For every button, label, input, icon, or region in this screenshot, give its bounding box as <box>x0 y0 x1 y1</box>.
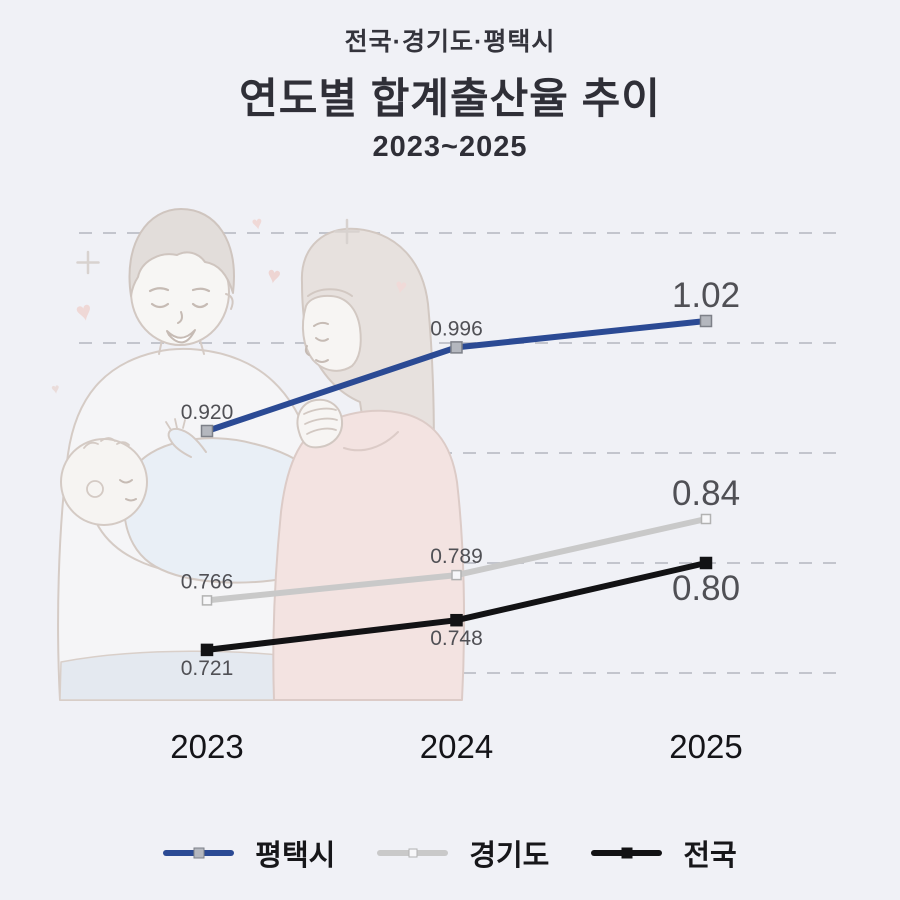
series-layer: 0.920 0.996 1.02 0.766 0.789 0.84 0.721 0.748 0.… <box>181 276 740 680</box>
data-point-label: 0.766 <box>181 570 234 593</box>
x-axis-label: 2023 <box>170 728 243 765</box>
data-point-marker <box>201 595 213 606</box>
heart-icon: ♥ <box>393 275 409 299</box>
data-point-label: 0.84 <box>672 474 740 513</box>
data-point-label: 1.02 <box>672 276 740 315</box>
legend-marker-icon <box>621 847 633 859</box>
x-axis-layer: 2023 2024 2025 <box>170 728 742 765</box>
sparkle-icon <box>76 250 100 275</box>
legend-label: 전국 <box>683 840 737 872</box>
legend-item-pyeongtaek: 평택시 <box>163 832 335 874</box>
data-point-marker <box>699 314 713 328</box>
data-point-marker <box>200 424 214 438</box>
heart-icon: ♥ <box>265 261 283 289</box>
data-point-label: 0.920 <box>181 401 234 424</box>
data-point-label: 0.721 <box>181 657 234 680</box>
data-point-marker <box>450 341 463 354</box>
data-point-label: 0.80 <box>672 569 740 608</box>
x-axis-label: 2025 <box>669 728 742 765</box>
legend-item-national: 전국 <box>591 832 737 874</box>
heart-icon: ♥ <box>73 295 95 328</box>
data-point-label: 0.789 <box>430 545 483 568</box>
page-title: 연도별 합계출산율 추이 <box>239 75 661 122</box>
data-point-label: 0.996 <box>430 317 483 340</box>
data-point-marker <box>450 613 463 627</box>
decor-sparkles <box>76 218 360 275</box>
legend-line-sample <box>591 847 663 859</box>
decor-hearts: ♥ ♥ ♥ ♥ ♥ <box>50 212 408 397</box>
legend-marker-icon <box>193 847 205 859</box>
sparkle-icon <box>334 218 360 245</box>
data-point-marker <box>200 643 214 657</box>
data-point-label: 0.748 <box>430 627 483 650</box>
x-axis-label: 2024 <box>420 728 493 765</box>
legend-line-sample <box>377 848 449 858</box>
chart-region-subtitle: 전국·경기도·평택시 <box>344 28 556 56</box>
title-block: 전국·경기도·평택시 연도별 합계출산율 추이 2023~2025 <box>0 22 900 164</box>
data-point-marker <box>451 569 462 581</box>
legend-label: 평택시 <box>255 840 336 872</box>
chart-period: 2023~2025 <box>372 131 528 163</box>
chart-legend: 평택시 경기도 전국 <box>0 832 900 874</box>
data-point-marker <box>699 556 713 570</box>
legend-line-sample <box>163 847 235 859</box>
legend-item-gyeonggi: 경기도 <box>377 832 549 874</box>
heart-icon: ♥ <box>50 380 60 397</box>
heart-icon: ♥ <box>250 212 264 234</box>
data-point-marker <box>700 513 712 525</box>
legend-label: 경기도 <box>469 840 550 872</box>
legend-marker-icon <box>408 848 418 858</box>
